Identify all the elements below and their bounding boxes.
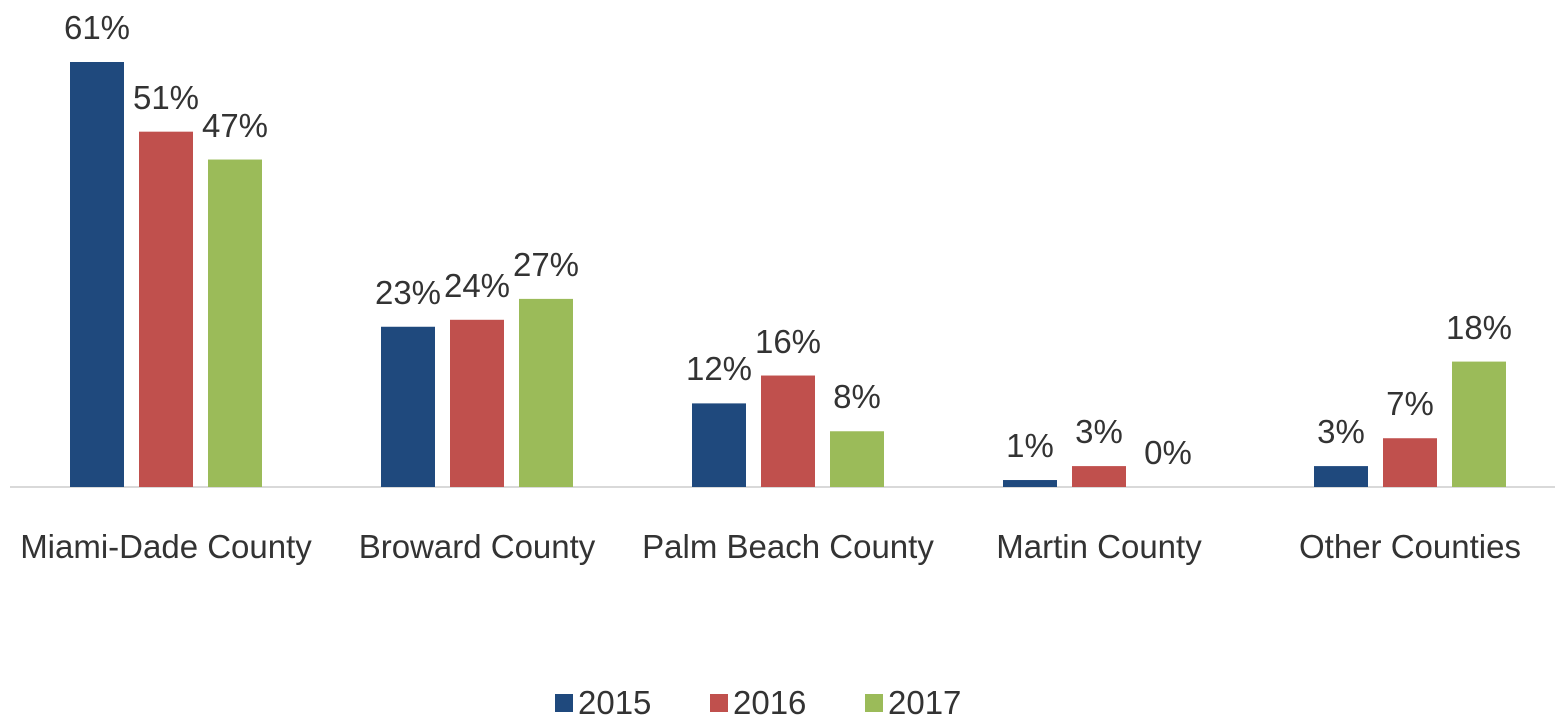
bar (208, 159, 262, 487)
legend-label: 2016 (733, 684, 807, 721)
bar (519, 298, 573, 487)
bar (70, 62, 124, 487)
x-tick-label: Palm Beach County (642, 528, 934, 565)
data-label: 12% (685, 350, 753, 388)
bar (381, 326, 435, 487)
data-label: 7% (1386, 385, 1434, 423)
bar (1383, 438, 1437, 487)
legend-swatch (865, 694, 883, 712)
data-label: 1% (1006, 427, 1054, 465)
data-label: 8% (833, 378, 881, 416)
data-label: 27% (512, 245, 580, 283)
bar (761, 375, 815, 487)
bar (1452, 361, 1506, 487)
data-label: 51% (132, 78, 200, 116)
bar (830, 431, 884, 487)
data-label: 61% (63, 9, 131, 46)
x-tick-label: Miami-Dade County (20, 528, 312, 565)
bar (1072, 466, 1126, 487)
bar (1003, 480, 1057, 487)
data-label: 3% (1317, 413, 1365, 451)
legend-swatch (710, 694, 728, 712)
data-label: 23% (374, 273, 442, 311)
legend-label: 2015 (578, 684, 652, 721)
legend-label: 2017 (888, 684, 962, 721)
data-label: 0% (1144, 434, 1192, 471)
bar (450, 319, 504, 487)
x-tick-label: Other Counties (1299, 528, 1521, 565)
data-label: 16% (754, 322, 822, 360)
bar (1314, 466, 1368, 487)
data-label: 18% (1445, 308, 1513, 346)
data-label: 47% (201, 106, 269, 144)
x-tick-label: Martin County (996, 528, 1202, 565)
data-label: 24% (443, 266, 511, 304)
bar (692, 403, 746, 487)
data-label: 3% (1075, 413, 1123, 451)
legend-swatch (555, 694, 573, 712)
x-tick-label: Broward County (358, 528, 596, 565)
bar (139, 131, 193, 488)
